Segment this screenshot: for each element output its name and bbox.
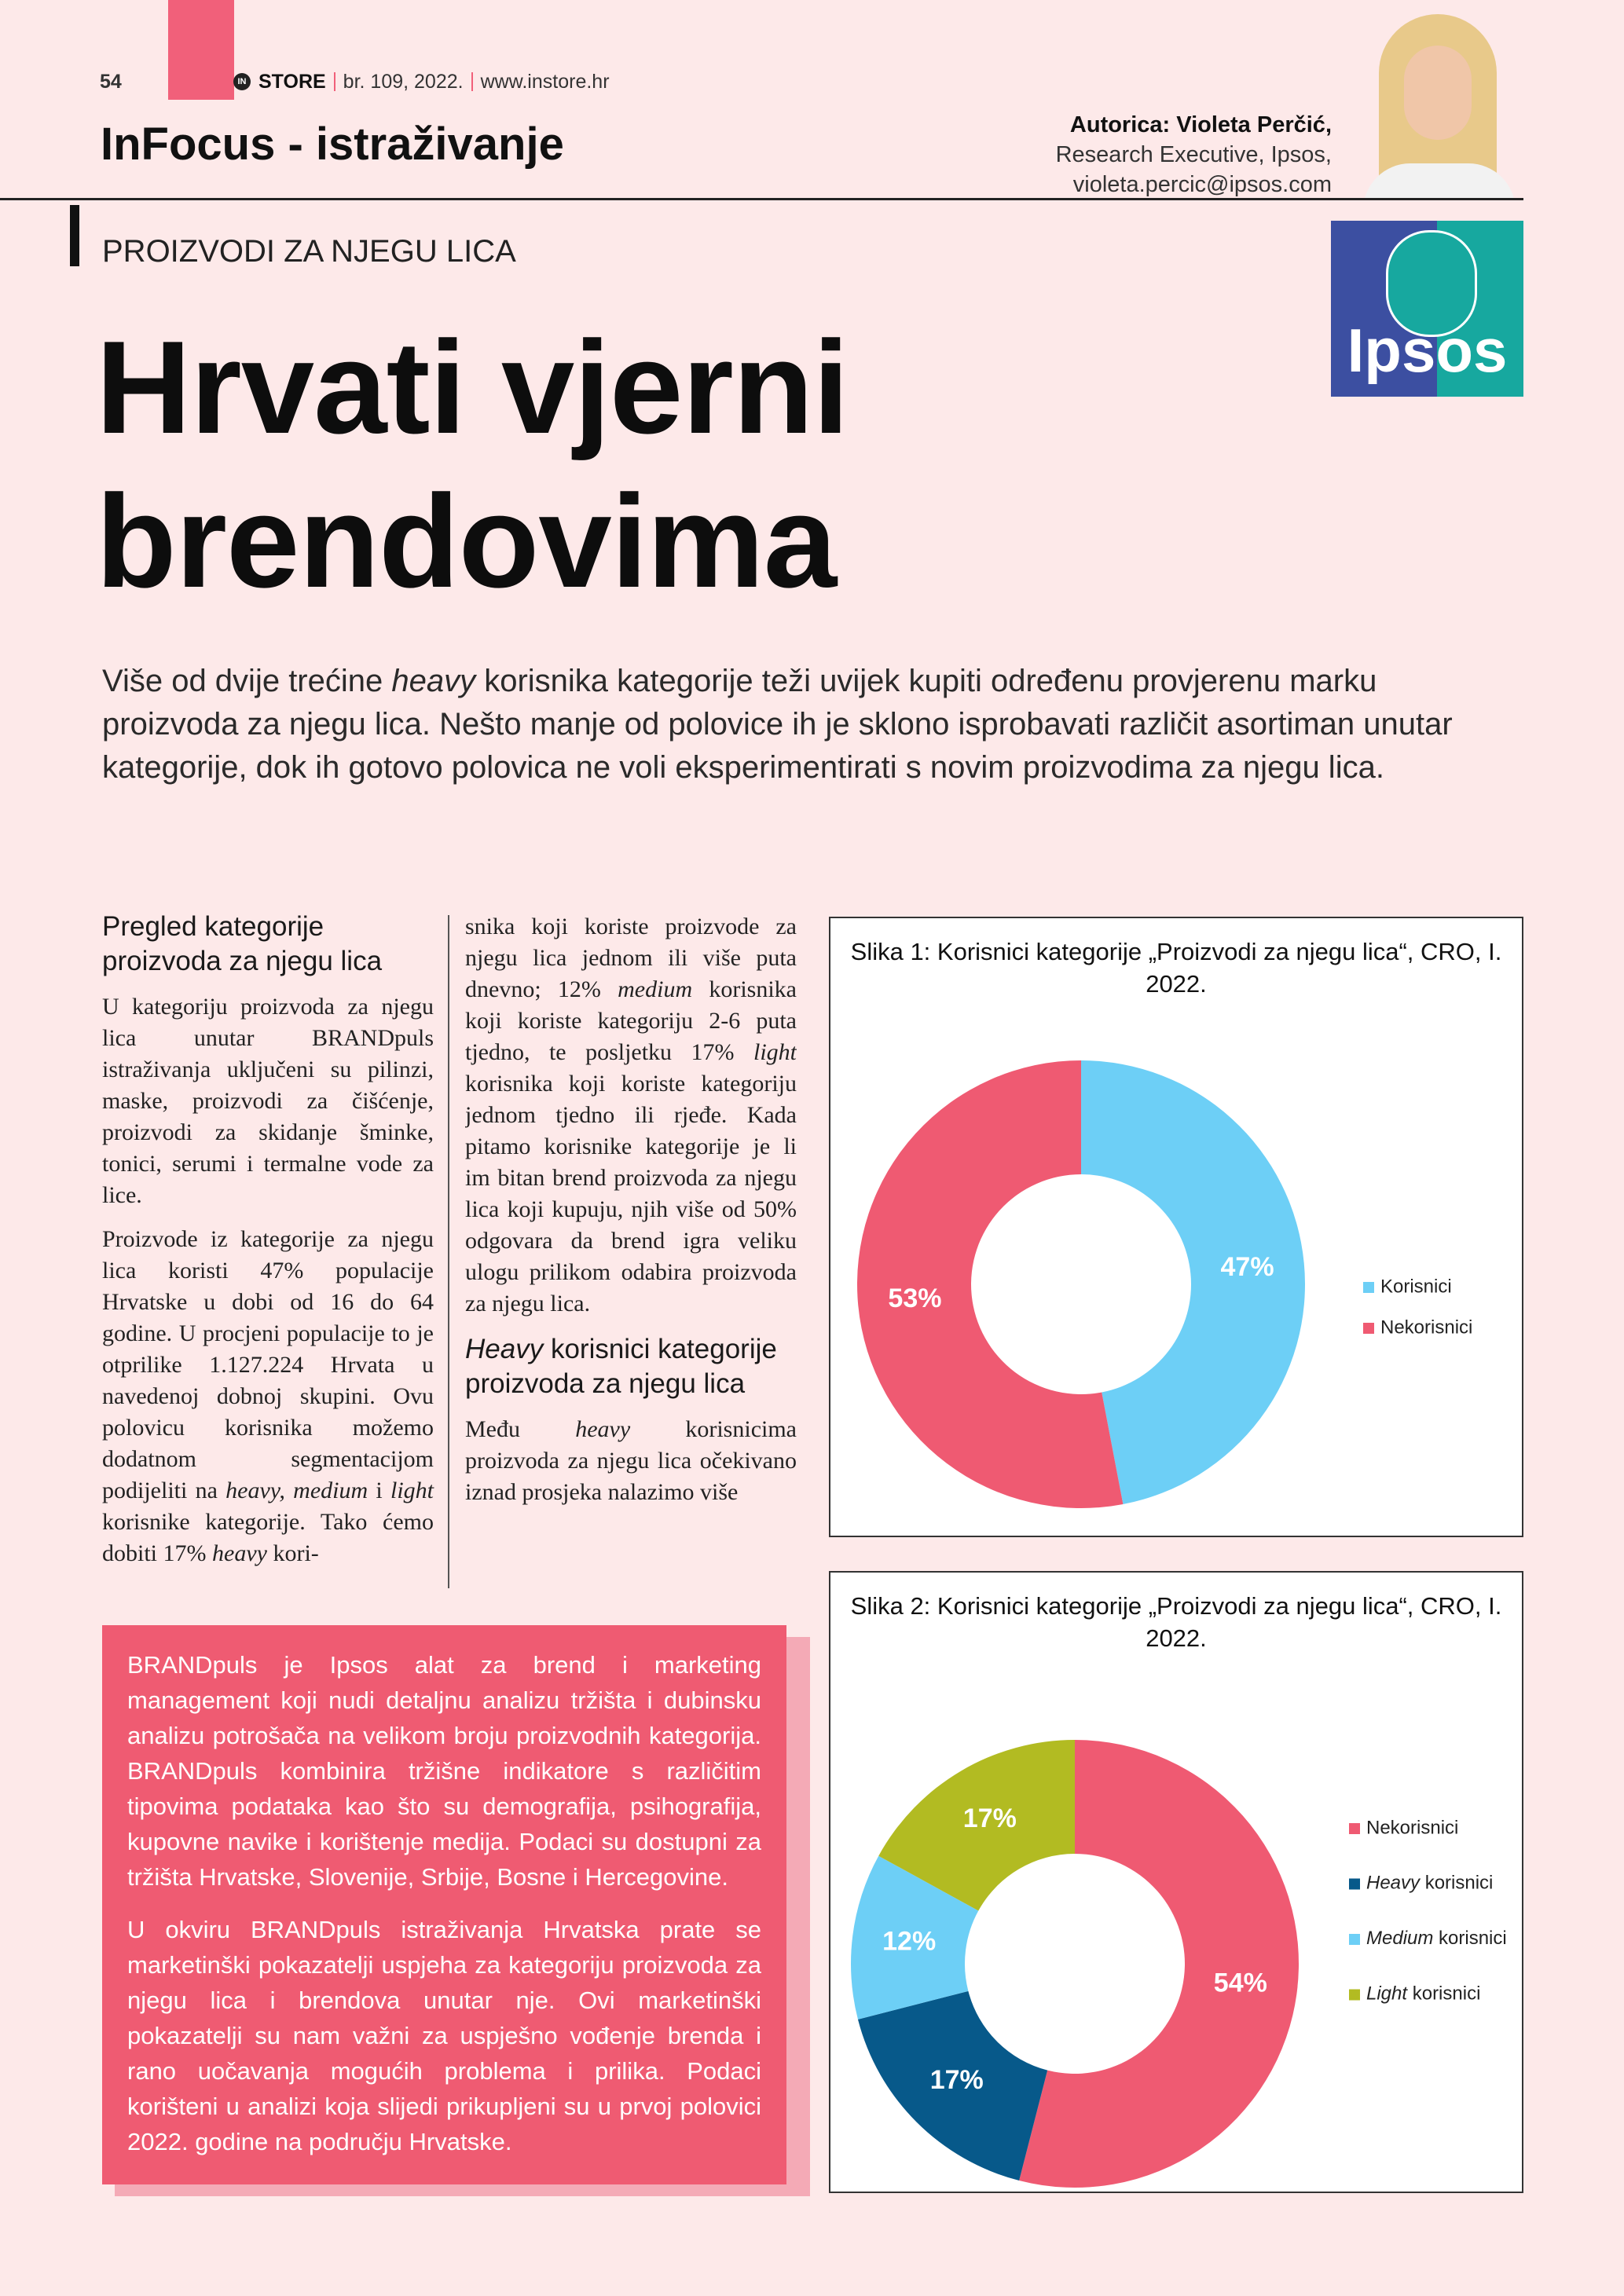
chart-title: Slika 1: Korisnici kategorije „Proizvodi… <box>850 938 1502 998</box>
shoulders <box>1363 163 1516 199</box>
value-label: 12% <box>882 1926 936 1956</box>
author-block: Autorica: Violeta Perčić, Research Execu… <box>1056 110 1332 200</box>
legend-label: Nekorisnici <box>1380 1316 1472 1338</box>
logo-head <box>1386 230 1477 337</box>
legend-swatch <box>1349 1989 1360 2001</box>
italic-run: Heavy <box>465 1334 544 1364</box>
legend-swatch <box>1349 1878 1360 1890</box>
text-run: BRANDpuls je Ipsos alat za brend i marke… <box>127 1651 761 1891</box>
value-label: 17% <box>963 1803 1017 1833</box>
legend-swatch <box>1363 1323 1374 1334</box>
logo-text: Ipsos <box>1347 316 1508 385</box>
brand-mark: IN <box>233 73 251 90</box>
column-heading: Heavy korisnici kategorije proizvoda za … <box>465 1332 797 1401</box>
text-run: korisnicima proizvoda za njegu lica oček… <box>465 1416 797 1505</box>
italic-run: light <box>753 1039 797 1065</box>
paragraph: snika koji koriste proizvode za njegu li… <box>465 911 797 1320</box>
text-run: Više od dvije trećine <box>102 664 392 698</box>
headline-line: Hrvati vjerni <box>96 313 849 461</box>
face <box>1404 46 1472 140</box>
lead: Više od dvije trećine heavy korisnika ka… <box>102 660 1493 789</box>
section-title: InFocus - istraživanje <box>101 119 564 170</box>
ipsos-logo: Ipsos <box>1331 221 1523 397</box>
chart-plot: 47% 53% Korisnici Nekorisnici <box>856 1060 1472 1508</box>
text-run: Među <box>465 1416 576 1442</box>
chart-plot: 54% 17% 12% 17% Nekorisnici Heavy korisnici Me… <box>851 1740 1507 2188</box>
value-label: 47% <box>1221 1252 1274 1282</box>
text-run: korisnika kategorije teži uvijek kupiti … <box>102 664 1453 785</box>
value-label: 17% <box>930 2065 984 2095</box>
legend-label: Medium korisnici <box>1366 1928 1507 1949</box>
legend-label: Light korisnici <box>1366 1983 1480 2005</box>
author-email: violeta.percic@ipsos.com <box>1072 172 1332 197</box>
author-role: Research Executive, Ipsos, <box>1055 142 1332 167</box>
text-run: korisnika koji koriste kategoriju 2-6 pu… <box>465 976 797 1065</box>
italic-run: heavy <box>575 1416 631 1442</box>
separator <box>471 72 473 91</box>
headline-line: brendovima <box>96 467 837 615</box>
column: Pregled kategorije proizvoda za njegu li… <box>102 910 434 1582</box>
text-run: korisnike kategorije. Tako ćemo dobiti 1… <box>102 1509 434 1566</box>
value-label: 54% <box>1214 1968 1267 1998</box>
legend-label: Korisnici <box>1380 1276 1452 1297</box>
text-run: Proizvode iz kategorije za njegu lica ko… <box>102 1226 434 1503</box>
header-bar: 54 IN STORE br. 109, 2022. www.instore.h… <box>100 69 610 94</box>
text-run: i <box>368 1478 390 1503</box>
column-heading: Pregled kategorije proizvoda za njegu li… <box>102 910 434 979</box>
author-name: Autorica: Violeta Perčić, <box>1069 112 1332 137</box>
donut-slice <box>1019 1740 1299 2188</box>
issue: br. 109, 2022. <box>343 70 464 93</box>
paragraph: Proizvode iz kategorije za njegu lica ko… <box>102 1224 434 1569</box>
chart: Slika 2: Korisnici kategorije „Proizvodi… <box>829 1571 1523 2193</box>
column: snika koji koriste proizvode za njegu li… <box>465 911 797 1595</box>
brand: STORE <box>258 70 326 93</box>
legend-swatch <box>1349 1823 1360 1834</box>
paragraph: U okviru BRANDpuls istraživanja Hrvatska… <box>127 1912 761 2159</box>
italic-run: heavy <box>391 664 476 698</box>
italic-run: heavy <box>212 1540 267 1566</box>
text-run: Pregled kategorije proizvoda za njegu li… <box>102 911 383 976</box>
donut-slice <box>851 1855 979 2020</box>
paragraph: Među heavy korisnicima proizvoda za njeg… <box>465 1414 797 1508</box>
header-rule <box>0 198 1523 200</box>
author-photo <box>1355 14 1523 199</box>
text-run: U okviru BRANDpuls istraživanja Hrvatska… <box>127 1916 761 2155</box>
legend-swatch <box>1363 1282 1374 1293</box>
donut-slice <box>857 1990 1048 2181</box>
donut-slice <box>878 1740 1075 1911</box>
value-label: 53% <box>888 1283 941 1313</box>
chart: Slika 1: Korisnici kategorije „Proizvodi… <box>829 917 1523 1537</box>
text-run: kori- <box>266 1540 319 1566</box>
chart-title: Slika 2: Korisnici kategorije „Proizvodi… <box>850 1592 1502 1652</box>
italic-run: medium <box>618 976 693 1002</box>
page-number: 54 <box>100 70 122 93</box>
header-accent <box>168 0 234 100</box>
text-run: korisnika koji koriste kategoriju jednom… <box>465 1071 797 1316</box>
italic-run: light <box>390 1478 434 1503</box>
text-run: snika koji koriste proizvode za njegu li… <box>465 914 797 1002</box>
donut-slice <box>856 1060 1124 1508</box>
legend-swatch <box>1349 1934 1360 1945</box>
column-rule <box>448 915 449 1588</box>
text-run: U kategoriju proizvoda za njegu lica unu… <box>102 994 434 1208</box>
text-run: korisnici kategorije proizvoda za njegu … <box>465 1334 777 1399</box>
kicker-bar <box>70 205 79 266</box>
paragraph: BRANDpuls je Ipsos alat za brend i marke… <box>127 1647 761 1895</box>
kicker: PROIZVODI ZA NJEGU LICA <box>102 234 516 269</box>
donut-slice <box>1081 1060 1305 1504</box>
paragraph: U kategoriju proizvoda za njegu lica unu… <box>102 991 434 1211</box>
separator <box>333 72 335 91</box>
italic-run: heavy, medium <box>225 1478 368 1503</box>
legend-label: Nekorisnici <box>1366 1817 1458 1838</box>
headline: Hrvati vjerni brendovima <box>96 310 849 618</box>
info-box: BRANDpuls je Ipsos alat za brend i marke… <box>102 1625 786 2184</box>
legend-label: Heavy korisnici <box>1366 1873 1493 1894</box>
url: www.instore.hr <box>480 70 610 93</box>
